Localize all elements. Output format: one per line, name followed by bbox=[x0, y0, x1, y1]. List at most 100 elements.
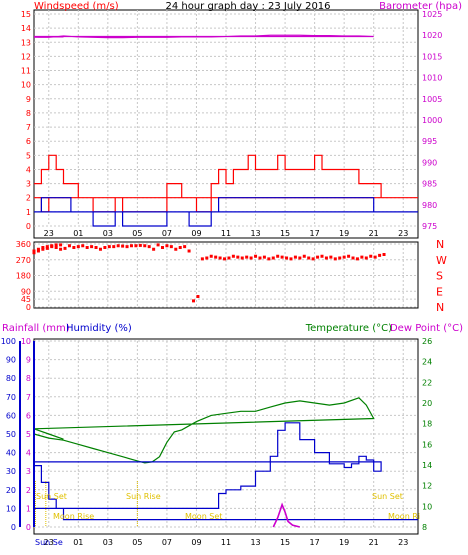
grid-layer bbox=[34, 10, 418, 528]
direction-point-83 bbox=[45, 245, 49, 249]
direction-point-74 bbox=[360, 255, 364, 259]
direction-point-81 bbox=[36, 249, 40, 253]
wind-xtick-2: 03 bbox=[103, 229, 113, 238]
direction-point-45 bbox=[231, 254, 235, 258]
direction-point-5 bbox=[54, 246, 58, 249]
moon-set-marker: Moon Set bbox=[185, 512, 222, 521]
direction-point-50 bbox=[254, 254, 258, 258]
climate-xtick-4: 07 bbox=[162, 538, 172, 547]
direction-point-61 bbox=[302, 254, 306, 258]
humidity-tick-5: 50 bbox=[6, 430, 16, 439]
climate-panel-frame bbox=[33, 338, 419, 535]
rain-tick-1: 1 bbox=[26, 504, 31, 513]
humidity-tick-1: 10 bbox=[6, 504, 16, 513]
windspeed-line bbox=[34, 154, 418, 213]
baro-tick-8: 1015 bbox=[422, 52, 442, 61]
direction-point-31 bbox=[169, 245, 173, 249]
direction-point-82 bbox=[41, 247, 45, 251]
wind-tick-2: 2 bbox=[26, 194, 31, 203]
rain-tick-0: 0 bbox=[26, 523, 31, 532]
wind-xtick-1: 01 bbox=[73, 229, 83, 238]
sun-set-marker-right: Sun Set bbox=[372, 492, 403, 501]
direction-point-35 bbox=[187, 249, 191, 253]
direction-point-68 bbox=[333, 257, 337, 261]
direction-point-1 bbox=[36, 247, 40, 251]
direction-point-11 bbox=[81, 244, 85, 248]
dir-tick-5: 360 bbox=[16, 240, 31, 249]
humidity-axis-title: Humidity (%) bbox=[66, 323, 132, 334]
climate-xtick-7: 13 bbox=[250, 538, 260, 547]
direction-point-8 bbox=[67, 244, 71, 248]
direction-point-26 bbox=[147, 245, 151, 249]
temperature-axis-title: Temperature (°C) bbox=[305, 323, 392, 334]
direction-point-48 bbox=[245, 255, 249, 259]
direction-point-69 bbox=[338, 256, 342, 260]
avg-windspeed-line bbox=[34, 197, 418, 227]
direction-point-38 bbox=[200, 257, 204, 261]
temp-tick-4: 16 bbox=[422, 440, 432, 449]
temperature-line bbox=[33, 397, 375, 464]
climate-xtick-10: 19 bbox=[339, 538, 349, 547]
direction-point-67 bbox=[329, 255, 333, 259]
wind-tick-14: 14 bbox=[21, 24, 31, 33]
humidity-tick-4: 40 bbox=[6, 449, 16, 458]
climate-xtick-9: 17 bbox=[310, 538, 320, 547]
wind-xtick-10: 19 bbox=[339, 229, 349, 238]
temp-tick-5: 18 bbox=[422, 420, 432, 429]
wind-tick-5: 5 bbox=[26, 151, 31, 160]
direction-point-55 bbox=[276, 254, 280, 258]
direction-point-78 bbox=[378, 253, 382, 257]
direction-point-47 bbox=[240, 256, 244, 260]
direction-point-46 bbox=[236, 255, 240, 259]
baro-tick-5: 1000 bbox=[422, 116, 442, 125]
direction-point-24 bbox=[138, 243, 142, 247]
climate-xtick-11: 21 bbox=[369, 538, 379, 547]
sun-rise-marker: Sun Rise bbox=[126, 492, 161, 501]
rain-tick-9: 9 bbox=[26, 356, 31, 365]
direction-point-39 bbox=[205, 256, 209, 260]
wind-tick-0: 0 bbox=[26, 222, 31, 231]
temp-tick-0: 8 bbox=[422, 523, 427, 532]
dir-tick-3: 180 bbox=[16, 272, 31, 281]
baro-tick-0: 975 bbox=[422, 222, 437, 231]
direction-point-51 bbox=[258, 256, 262, 260]
direction-point-64 bbox=[316, 255, 320, 259]
dir-tick-0: 0 bbox=[26, 303, 31, 312]
wind-tick-6: 6 bbox=[26, 137, 31, 146]
direction-point-23 bbox=[134, 244, 138, 248]
direction-point-27 bbox=[152, 247, 156, 251]
rainfall-axis-title: Rainfall (mm) bbox=[2, 323, 70, 334]
moon-rise-marker-right: Moon Ri bbox=[388, 512, 420, 521]
direction-point-75 bbox=[364, 256, 368, 260]
baro-tick-7: 1010 bbox=[422, 74, 442, 83]
wind-xtick-4: 07 bbox=[162, 229, 172, 238]
direction-point-58 bbox=[289, 257, 293, 261]
compass-label-0: N bbox=[436, 238, 444, 251]
dir-tick-1: 45 bbox=[21, 295, 31, 304]
wind-tick-7: 7 bbox=[26, 123, 31, 132]
direction-point-42 bbox=[218, 256, 222, 260]
rain-tick-2: 2 bbox=[26, 486, 31, 495]
direction-point-40 bbox=[209, 254, 213, 258]
direction-point-10 bbox=[76, 245, 80, 249]
wind-tick-11: 11 bbox=[21, 67, 31, 76]
wind-tick-8: 8 bbox=[26, 109, 31, 118]
direction-point-53 bbox=[267, 257, 271, 261]
direction-point-28 bbox=[156, 243, 160, 247]
direction-point-15 bbox=[98, 247, 102, 251]
direction-point-25 bbox=[143, 244, 147, 248]
wind-xtick-12: 23 bbox=[398, 229, 408, 238]
direction-point-84 bbox=[50, 244, 54, 248]
wind-xtick-5: 09 bbox=[191, 229, 201, 238]
series-layer bbox=[32, 34, 418, 528]
humidity-tick-10: 100 bbox=[1, 337, 16, 346]
direction-point-77 bbox=[373, 255, 377, 259]
rain-tick-8: 8 bbox=[26, 374, 31, 383]
direction-point-29 bbox=[160, 246, 164, 249]
direction-point-20 bbox=[121, 244, 125, 248]
direction-point-9 bbox=[72, 246, 76, 249]
compass-label-1: W bbox=[436, 254, 447, 267]
direction-point-79 bbox=[382, 253, 386, 256]
direction-point-30 bbox=[165, 244, 169, 248]
